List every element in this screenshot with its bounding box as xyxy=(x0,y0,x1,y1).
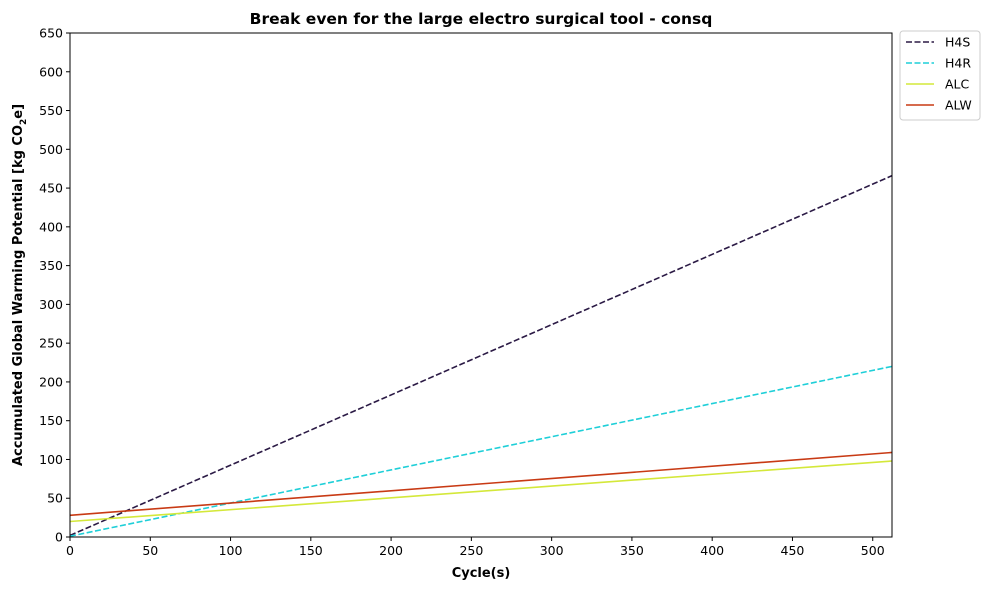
x-tick-label: 500 xyxy=(861,543,885,558)
legend-label-alw: ALW xyxy=(945,98,972,113)
y-tick-label: 450 xyxy=(39,181,63,196)
legend-label-h4r: H4R xyxy=(945,56,971,71)
legend: H4S H4R ALC ALW xyxy=(899,30,981,121)
y-tick-label: 600 xyxy=(39,64,63,79)
x-tick-label: 450 xyxy=(781,543,805,558)
y-tick-label: 350 xyxy=(39,258,63,273)
y-tick-label: 650 xyxy=(39,26,63,41)
y-axis-title-main: Accumulated Global Warming Potential [kg… xyxy=(11,125,26,466)
plot-frame xyxy=(69,32,893,538)
series-line-alw xyxy=(69,451,893,517)
legend-frame xyxy=(899,30,981,121)
y-tick-label: 250 xyxy=(39,336,63,351)
y-tick-label: 300 xyxy=(39,297,63,312)
x-tick-label: 250 xyxy=(459,543,483,558)
x-tick-label: 350 xyxy=(620,543,644,558)
legend-label-h4s: H4S xyxy=(945,35,970,50)
series-line-h4s xyxy=(69,174,893,537)
plot-area xyxy=(70,33,892,537)
y-tick-label: 200 xyxy=(39,374,63,389)
x-tick-label: 400 xyxy=(700,543,724,558)
series-line-h4r xyxy=(69,365,893,538)
y-axis: 0 50 100 150 200 250 300 350 400 450 500 550 600 650 xyxy=(39,26,70,545)
x-tick-label: 100 xyxy=(219,543,243,558)
y-tick-label: 150 xyxy=(39,413,63,428)
x-tick-label: 50 xyxy=(142,543,158,558)
x-axis: 0 50 100 150 200 250 300 350 400 450 500 xyxy=(66,537,885,558)
y-axis-title-end: e] xyxy=(11,104,26,119)
x-tick-label: 200 xyxy=(379,543,403,558)
y-tick-label: 400 xyxy=(39,219,63,234)
y-tick-label: 500 xyxy=(39,142,63,157)
y-tick-label: 550 xyxy=(39,103,63,118)
y-axis-title-subscript: 2 xyxy=(19,119,29,125)
x-tick-label: 150 xyxy=(299,543,323,558)
x-tick-label: 300 xyxy=(540,543,564,558)
y-tick-label: 0 xyxy=(55,530,63,545)
y-axis-title: Accumulated Global Warming Potential [kg… xyxy=(11,104,29,466)
series-layer xyxy=(69,174,893,538)
x-tick-label: 0 xyxy=(66,543,74,558)
x-axis-title: Cycle(s) xyxy=(452,566,511,581)
chart-title: Break even for the large electro surgica… xyxy=(250,10,713,28)
y-tick-label: 100 xyxy=(39,452,63,467)
legend-label-alc: ALC xyxy=(945,77,970,92)
series-line-alc xyxy=(69,460,893,523)
y-tick-label: 50 xyxy=(47,491,63,506)
